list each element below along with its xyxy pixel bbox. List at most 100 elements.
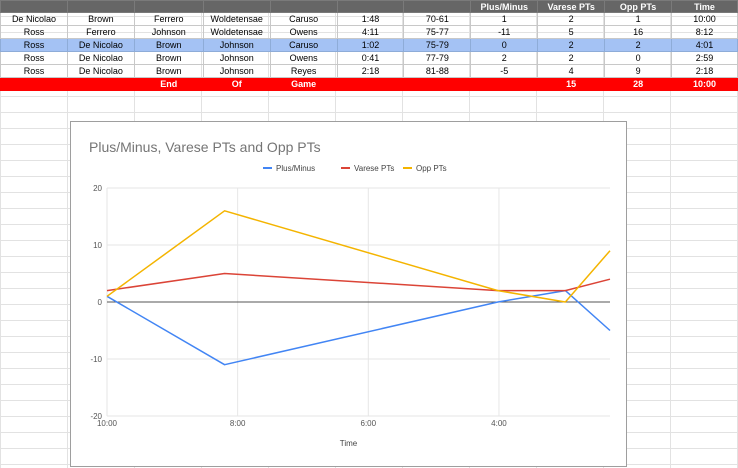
table-cell[interactable]: 2:18	[671, 64, 738, 78]
x-tick-label: 6:00	[361, 419, 377, 428]
series-line	[106, 272, 611, 292]
table-cell[interactable]: -11	[470, 25, 539, 39]
total-row: End Of Game 15 28 10:00	[0, 77, 738, 91]
table-cell[interactable]: Brown	[133, 64, 204, 78]
table-cell[interactable]: 15	[537, 77, 606, 91]
series-line	[106, 210, 611, 303]
table-cell[interactable]: 75-77	[403, 25, 472, 39]
table-cell[interactable]: Johnson	[133, 25, 204, 39]
table-cell[interactable]: 4:01	[671, 38, 738, 52]
table-cell[interactable]: Ross	[0, 38, 68, 52]
table-cell[interactable]: Ross	[0, 25, 68, 39]
chart-title: Plus/Minus, Varese PTs and Opp PTs	[89, 139, 321, 155]
table-row: Ross Ferrero Johnson Woldetensae Owens 4:11 75…	[0, 25, 738, 39]
table-cell[interactable]: 2:59	[671, 51, 738, 65]
table-row: De Nicolao Brown Ferrero Woldetensae Caruso 1…	[0, 12, 738, 26]
table-cell[interactable]: Brown	[66, 12, 135, 26]
table-cell[interactable]: End	[133, 77, 204, 91]
table-cell[interactable]: 70-61	[403, 12, 472, 26]
table-cell[interactable]: De Nicolao	[0, 12, 68, 26]
table-cell[interactable]: Ross	[0, 51, 68, 65]
table-cell[interactable]: 2	[537, 51, 606, 65]
table-cell[interactable]	[202, 0, 271, 13]
table-cell[interactable]: De Nicolao	[66, 51, 135, 65]
table-cell[interactable]: Caruso	[269, 38, 338, 52]
legend-label: Plus/Minus	[276, 164, 315, 173]
table-cell[interactable]: 77-79	[403, 51, 472, 65]
table-cell[interactable]: De Nicolao	[66, 64, 135, 78]
table-cell[interactable]: 2:18	[336, 64, 405, 78]
table-cell[interactable]: Johnson	[202, 38, 271, 52]
table-cell[interactable]: Brown	[133, 38, 204, 52]
table-cell[interactable]: 1	[470, 12, 539, 26]
table-cell[interactable]	[66, 0, 135, 13]
table-cell[interactable]: Ferrero	[133, 12, 204, 26]
table-cell[interactable]: Johnson	[202, 51, 271, 65]
x-tick-label: 4:00	[491, 419, 507, 428]
table-cell[interactable]: 4:11	[336, 25, 405, 39]
table-cell[interactable]	[66, 77, 135, 91]
x-tick-label: 8:00	[230, 419, 246, 428]
table-cell[interactable]	[470, 77, 539, 91]
table-cell[interactable]: 0	[470, 38, 539, 52]
table-cell[interactable]	[0, 77, 68, 91]
table-cell[interactable]: De Nicolao	[66, 38, 135, 52]
table-cell[interactable]	[0, 0, 68, 13]
table-row: Ross De Nicolao Brown Johnson Caruso 1:02 75-7…	[0, 38, 738, 52]
table-cell[interactable]	[269, 0, 338, 13]
table-cell[interactable]	[336, 0, 405, 13]
table-cell[interactable]: Owens	[269, 51, 338, 65]
legend-label: Opp PTs	[416, 164, 447, 173]
line-chart[interactable]: Plus/Minus, Varese PTs and Opp PTs Plus/M…	[70, 121, 627, 467]
table-cell[interactable]	[403, 0, 472, 13]
table-cell[interactable]: Opp PTs	[604, 0, 673, 13]
table-cell[interactable]: 2	[537, 38, 606, 52]
table-cell[interactable]	[133, 0, 204, 13]
table-cell[interactable]: 8:12	[671, 25, 738, 39]
table-row: Ross De Nicolao Brown Johnson Owens 0:41 77-79…	[0, 51, 738, 65]
table-cell[interactable]: 0	[604, 51, 673, 65]
series-line	[106, 289, 611, 366]
y-tick-label: -10	[90, 355, 102, 364]
table-cell[interactable]: 2	[604, 38, 673, 52]
lineup-table: Plus/Minus Varese PTs Opp PTs Time De Nicola…	[0, 0, 738, 91]
table-cell[interactable]: 28	[604, 77, 673, 91]
table-cell[interactable]	[403, 77, 472, 91]
legend-label: Varese PTs	[354, 164, 394, 173]
table-cell[interactable]: 81-88	[403, 64, 472, 78]
table-cell[interactable]: Time	[671, 0, 738, 13]
table-cell[interactable]: Game	[269, 77, 338, 91]
table-cell[interactable]: 1:48	[336, 12, 405, 26]
y-tick-label: -20	[90, 412, 102, 421]
y-tick-label: 20	[93, 184, 102, 193]
table-cell[interactable]: 2	[470, 51, 539, 65]
table-cell[interactable]: 10:00	[671, 12, 738, 26]
table-cell[interactable]: Plus/Minus	[470, 0, 539, 13]
table-cell[interactable]: 4	[537, 64, 606, 78]
table-cell[interactable]: 1:02	[336, 38, 405, 52]
table-cell[interactable]: Varese PTs	[537, 0, 606, 13]
header-row: Plus/Minus Varese PTs Opp PTs Time	[0, 0, 738, 13]
table-cell[interactable]: -5	[470, 64, 539, 78]
table-cell[interactable]: Woldetensae	[202, 12, 271, 26]
table-cell[interactable]: 1	[604, 12, 673, 26]
table-cell[interactable]: Johnson	[202, 64, 271, 78]
table-cell[interactable]: Ross	[0, 64, 68, 78]
table-cell[interactable]: Of	[202, 77, 271, 91]
table-cell[interactable]: Woldetensae	[202, 25, 271, 39]
table-cell[interactable]: 2	[537, 12, 606, 26]
table-cell[interactable]: Owens	[269, 25, 338, 39]
table-cell[interactable]: 5	[537, 25, 606, 39]
table-cell[interactable]: Caruso	[269, 12, 338, 26]
table-cell[interactable]: 9	[604, 64, 673, 78]
table-cell[interactable]: Reyes	[269, 64, 338, 78]
table-cell[interactable]: 0:41	[336, 51, 405, 65]
table-cell[interactable]: Ferrero	[66, 25, 135, 39]
table-cell[interactable]	[336, 77, 405, 91]
x-tick-label: 10:00	[97, 419, 118, 428]
table-cell[interactable]: 10:00	[671, 77, 738, 91]
y-tick-label: 10	[93, 241, 102, 250]
table-cell[interactable]: 75-79	[403, 38, 472, 52]
table-cell[interactable]: 16	[604, 25, 673, 39]
table-cell[interactable]: Brown	[133, 51, 204, 65]
